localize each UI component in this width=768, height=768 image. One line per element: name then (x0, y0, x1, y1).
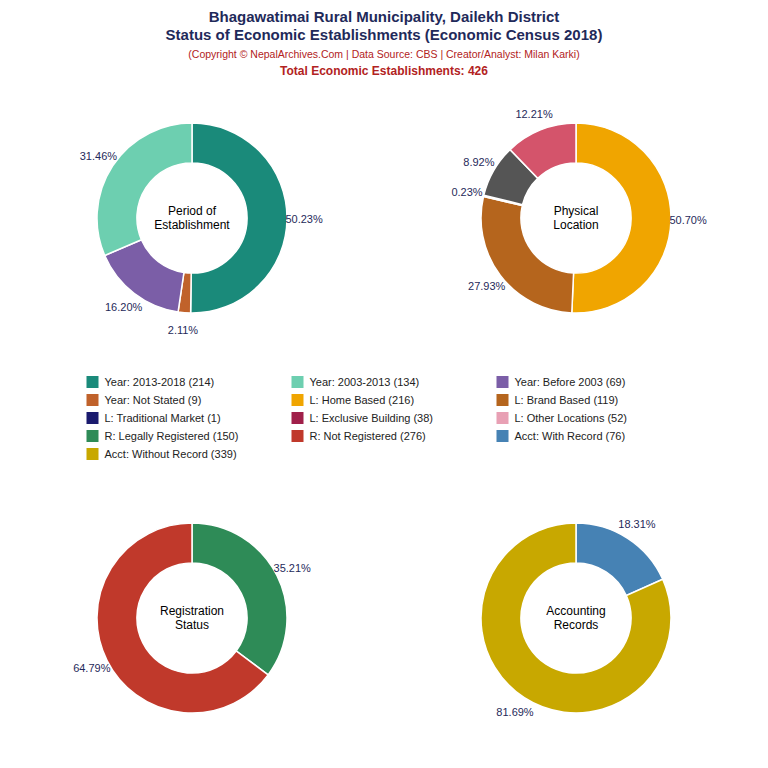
legend-label: L: Traditional Market (1) (105, 412, 221, 424)
legend: Year: 2013-2018 (214) Year: Not Stated (9… (87, 376, 628, 460)
data-label: 50.23% (285, 213, 323, 225)
data-label: 18.31% (618, 518, 656, 530)
data-label: 31.46% (80, 150, 118, 162)
data-label: 0.23% (451, 186, 482, 198)
slice (192, 523, 287, 675)
slice (97, 123, 192, 256)
legend-swatch (87, 376, 99, 388)
donut (481, 523, 671, 713)
legend-swatch (497, 430, 509, 442)
legend-label: Year: 2013-2018 (214) (105, 376, 215, 388)
data-label: 8.92% (463, 156, 494, 168)
legend-label: Year: 2003-2013 (134) (310, 376, 420, 388)
legend-swatch (87, 430, 99, 442)
legend-label: Acct: Without Record (339) (105, 448, 237, 460)
title: Bhagawatimai Rural Municipality, Dailekh… (166, 8, 603, 43)
legend-swatch (497, 376, 509, 388)
slice (510, 123, 576, 178)
chart: Bhagawatimai Rural Municipality, Dailekh… (0, 0, 768, 768)
legend-swatch (87, 394, 99, 406)
legend-label: L: Home Based (216) (310, 394, 415, 406)
center-label: AccountingRecords (546, 604, 605, 632)
legend-label: Year: Before 2003 (69) (515, 376, 626, 388)
data-label: 2.11% (168, 324, 199, 336)
subtitle: (Copyright © NepalArchives.Com | Data So… (188, 48, 579, 60)
data-label: 81.69% (496, 706, 534, 718)
center-label: Period ofEstablishment (154, 204, 230, 232)
slice (97, 523, 268, 713)
data-label: 64.79% (73, 662, 111, 674)
legend-swatch (292, 376, 304, 388)
data-label: 16.20% (105, 301, 143, 313)
data-label: 27.93% (468, 280, 506, 292)
center-label: RegistrationStatus (160, 604, 224, 632)
legend-swatch (292, 430, 304, 442)
legend-swatch (292, 412, 304, 424)
legend-label: L: Other Locations (52) (515, 412, 628, 424)
legend-swatch (497, 412, 509, 424)
legend-swatch (497, 394, 509, 406)
legend-label: Year: Not Stated (9) (105, 394, 202, 406)
legend-label: L: Exclusive Building (38) (310, 412, 434, 424)
data-label: 50.70% (669, 214, 707, 226)
data-label: 35.21% (274, 562, 312, 574)
legend-label: L: Brand Based (119) (515, 394, 619, 406)
legend-label: Acct: With Record (76) (515, 430, 626, 442)
annotation: Total Economic Establishments: 426 (280, 64, 488, 78)
legend-swatch (87, 448, 99, 460)
donut (481, 123, 671, 313)
legend-swatch (292, 394, 304, 406)
background (0, 0, 768, 768)
donut (97, 523, 287, 713)
data-label: 12.21% (515, 108, 553, 120)
legend-swatch (87, 412, 99, 424)
center-label: PhysicalLocation (553, 204, 598, 232)
donut (97, 123, 287, 313)
legend-label: R: Legally Registered (150) (105, 430, 239, 442)
legend-label: R: Not Registered (276) (310, 430, 426, 442)
slice (481, 523, 671, 713)
